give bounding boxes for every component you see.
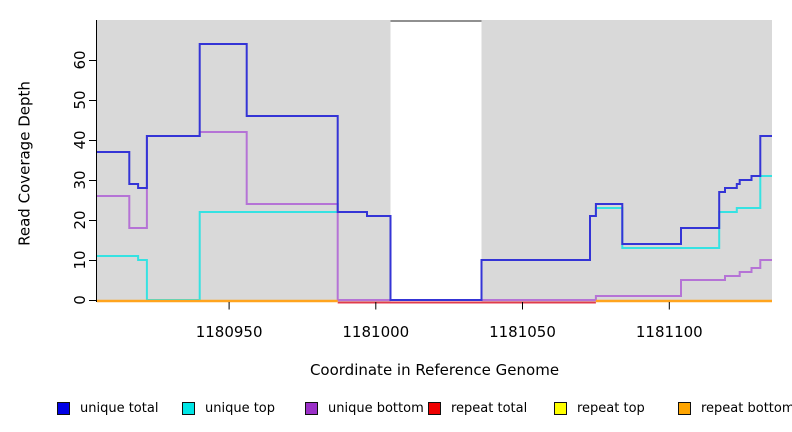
x-tick-label: 1181000	[342, 323, 409, 341]
legend-label: unique bottom	[328, 400, 424, 416]
legend-label: repeat total	[451, 400, 528, 416]
y-axis-label: Read Coverage Depth	[15, 81, 34, 246]
legend-item-repeat-top: repeat top	[554, 397, 645, 419]
legend-item-unique-bottom: unique bottom	[305, 397, 424, 419]
y-tick-label: 30	[71, 170, 89, 189]
y-tick-label: 0	[71, 295, 89, 305]
legend-swatch-unique-total	[57, 401, 70, 415]
x-tick-label: 1181100	[636, 323, 703, 341]
coverage-chart: 0 10 20 30 40 50 60 1180950 1181000 1181050 118110…	[71, 20, 772, 341]
gap-region	[390, 20, 482, 302]
legend-label: repeat bottom	[701, 400, 792, 416]
legend-swatch-repeat-bottom	[678, 401, 691, 415]
y-tick-label: 40	[71, 130, 89, 149]
series-unique-total	[97, 43, 772, 301]
y-tick-label: 50	[71, 90, 89, 109]
x-tick-label: 1181050	[489, 323, 556, 341]
chart-legend: unique total unique top unique bottom repea…	[0, 397, 792, 423]
legend-swatch-repeat-total	[428, 401, 441, 415]
legend-swatch-unique-bottom	[305, 401, 318, 415]
x-tick-label: 1180950	[196, 323, 263, 341]
legend-item-repeat-total: repeat total	[428, 397, 527, 419]
legend-label: unique top	[205, 400, 276, 416]
y-tick-label: 10	[71, 250, 89, 269]
legend-item-unique-total: unique total	[57, 397, 158, 419]
legend-label: unique total	[80, 400, 159, 416]
y-tick-label: 20	[71, 210, 89, 229]
legend-swatch-repeat-top	[554, 401, 567, 415]
legend-swatch-unique-top	[182, 401, 195, 415]
y-tick-label: 60	[71, 50, 89, 69]
legend-item-repeat-bottom: repeat bottom	[678, 397, 792, 419]
legend-label: repeat top	[577, 400, 645, 416]
x-axis-label: Coordinate in Reference Genome	[309, 361, 560, 379]
legend-item-unique-top: unique top	[182, 397, 275, 419]
